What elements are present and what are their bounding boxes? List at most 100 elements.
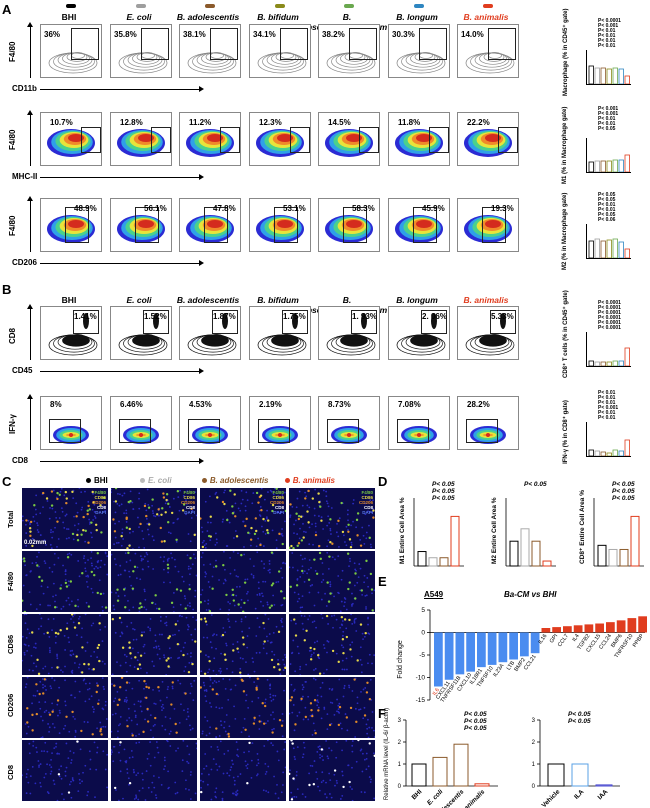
nucleus-dot bbox=[326, 651, 328, 654]
nucleus-dot bbox=[301, 793, 304, 795]
nucleus-dot bbox=[325, 740, 328, 742]
nucleus-dot bbox=[223, 726, 225, 729]
nucleus-dot bbox=[138, 546, 140, 549]
nucleus-dot bbox=[256, 764, 258, 767]
nucleus-dot bbox=[246, 499, 249, 502]
nucleus-dot bbox=[144, 718, 146, 721]
nucleus-dot bbox=[204, 575, 207, 578]
nucleus-dot bbox=[258, 626, 261, 628]
nucleus-dot bbox=[114, 631, 117, 634]
nucleus-dot bbox=[348, 686, 351, 689]
nucleus-dot bbox=[63, 494, 66, 497]
stat-bar bbox=[612, 360, 618, 367]
nucleus-dot bbox=[343, 605, 345, 608]
stain-dot bbox=[154, 716, 157, 720]
flow-plot bbox=[179, 24, 241, 78]
flow-plot bbox=[388, 306, 450, 360]
gate-box bbox=[488, 28, 516, 60]
nucleus-dot bbox=[299, 527, 301, 530]
stain-dot bbox=[349, 706, 353, 710]
stain-dot bbox=[53, 606, 57, 609]
nucleus-dot bbox=[200, 670, 203, 673]
e-bar bbox=[498, 632, 508, 663]
nucleus-dot bbox=[340, 727, 343, 730]
nucleus-dot bbox=[326, 502, 329, 505]
nucleus-dot bbox=[323, 647, 326, 650]
nucleus-dot bbox=[262, 580, 264, 583]
stain-dot bbox=[266, 531, 270, 535]
nucleus-dot bbox=[158, 648, 161, 650]
stain-dot bbox=[138, 663, 142, 666]
nucleus-dot bbox=[344, 598, 347, 600]
ihc-image bbox=[289, 551, 375, 612]
nucleus-dot bbox=[185, 718, 188, 721]
nucleus-dot bbox=[189, 540, 192, 543]
d-bar bbox=[619, 548, 629, 567]
nucleus-dot bbox=[26, 677, 29, 679]
nucleus-dot bbox=[80, 508, 83, 511]
nucleus-dot bbox=[200, 779, 202, 782]
contour-line bbox=[349, 334, 363, 341]
nucleus-dot bbox=[135, 774, 138, 777]
nucleus-dot bbox=[178, 629, 180, 632]
nucleus-dot bbox=[130, 719, 133, 722]
density-blob bbox=[68, 220, 84, 228]
flow-x-label: CD11b bbox=[12, 84, 37, 93]
nucleus-dot bbox=[51, 536, 54, 539]
stain-dot bbox=[46, 631, 49, 634]
nucleus-dot bbox=[347, 529, 349, 531]
nucleus-dot bbox=[94, 796, 96, 799]
stain-dot bbox=[22, 599, 24, 602]
nucleus-dot bbox=[182, 580, 185, 583]
y-arrow-icon bbox=[27, 196, 33, 252]
nucleus-dot bbox=[343, 687, 346, 690]
stain-dot bbox=[247, 531, 250, 534]
stain-dot bbox=[57, 632, 60, 635]
stain-dot bbox=[139, 654, 143, 657]
nucleus-dot bbox=[341, 620, 344, 622]
nucleus-dot bbox=[241, 630, 244, 633]
nucleus-dot bbox=[96, 656, 99, 659]
nucleus-dot bbox=[308, 559, 311, 561]
stain-dot bbox=[253, 532, 257, 536]
nucleus-dot bbox=[366, 577, 369, 579]
nucleus-dot bbox=[289, 566, 291, 569]
nucleus-dot bbox=[53, 563, 56, 566]
nucleus-dot bbox=[221, 797, 224, 800]
nucleus-dot bbox=[293, 688, 296, 691]
nucleus-dot bbox=[54, 511, 57, 513]
flow-density bbox=[117, 215, 165, 243]
nucleus-dot bbox=[44, 665, 47, 668]
nucleus-dot bbox=[152, 568, 155, 570]
x-arrow-icon bbox=[40, 86, 204, 92]
nucleus-dot bbox=[77, 617, 80, 620]
nucleus-dot bbox=[219, 608, 222, 611]
nucleus-dot bbox=[242, 520, 244, 523]
nucleus-dot bbox=[263, 498, 266, 501]
nucleus-dot bbox=[351, 605, 353, 607]
flow-density bbox=[256, 129, 304, 157]
nucleus-dot bbox=[313, 669, 315, 671]
stain-dot bbox=[342, 785, 345, 789]
density-blob bbox=[138, 134, 154, 142]
stain-dot bbox=[91, 490, 94, 494]
nucleus-dot bbox=[250, 759, 253, 762]
nucleus-dot bbox=[320, 781, 323, 784]
nucleus-dot bbox=[169, 532, 172, 535]
nucleus-dot bbox=[65, 766, 68, 769]
nucleus-dot bbox=[268, 568, 271, 571]
nucleus-dot bbox=[361, 770, 364, 773]
stain-dot bbox=[157, 508, 160, 511]
nucleus-dot bbox=[373, 752, 375, 755]
nucleus-dot bbox=[163, 568, 165, 571]
stain-dot bbox=[56, 699, 60, 702]
e-bar bbox=[563, 626, 572, 633]
nucleus-dot bbox=[301, 756, 304, 759]
nucleus-dot bbox=[319, 756, 321, 759]
ihc-channel-name: F4/80 bbox=[361, 490, 373, 495]
stain-dot bbox=[82, 515, 85, 519]
nucleus-dot bbox=[164, 765, 166, 768]
d-p-value: P< 0.05 bbox=[612, 495, 635, 502]
nucleus-dot bbox=[138, 733, 141, 736]
stain-dot bbox=[151, 498, 154, 501]
